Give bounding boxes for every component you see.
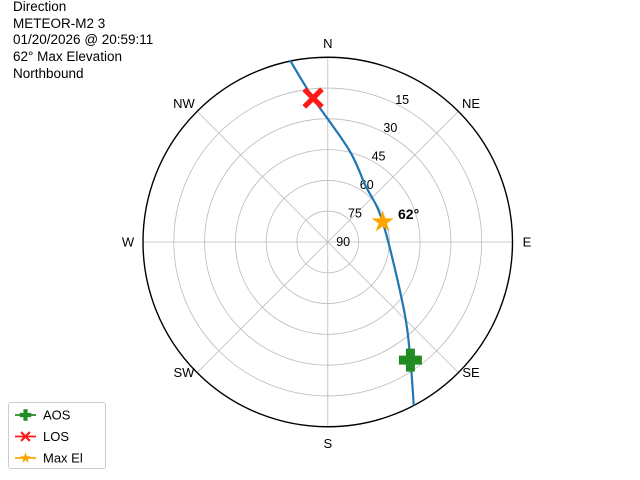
svg-text:SE: SE xyxy=(462,365,480,380)
svg-text:N: N xyxy=(323,36,332,51)
svg-text:SW: SW xyxy=(174,365,196,380)
svg-text:62°: 62° xyxy=(398,206,419,222)
svg-text:45: 45 xyxy=(372,150,386,164)
svg-text:90: 90 xyxy=(336,235,350,249)
svg-text:E: E xyxy=(523,235,532,250)
svg-text:15: 15 xyxy=(395,93,409,107)
svg-text:30: 30 xyxy=(383,121,397,135)
svg-text:W: W xyxy=(122,235,135,250)
svg-text:75: 75 xyxy=(348,207,362,221)
svg-text:NW: NW xyxy=(173,96,195,111)
svg-text:NE: NE xyxy=(462,96,480,111)
svg-text:S: S xyxy=(323,436,332,451)
